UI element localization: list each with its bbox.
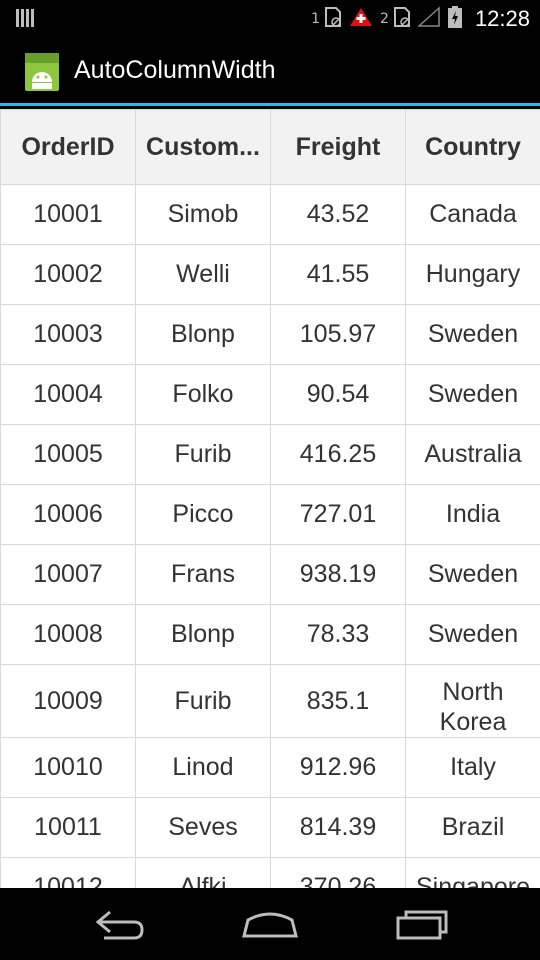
cell-customer[interactable]: Alfki	[135, 857, 271, 888]
cell-freight[interactable]: 416.25	[270, 424, 406, 485]
status-time: 12:28	[474, 6, 530, 31]
cell-country[interactable]: Sweden	[405, 304, 540, 365]
cell-customer[interactable]: Blonp	[135, 304, 271, 365]
table-row[interactable]: 10002 Welli 41.55 Hungary	[0, 244, 540, 305]
cell-country[interactable]: North Korea	[405, 664, 540, 738]
cell-orderid[interactable]: 10012	[0, 857, 136, 888]
navigation-bar	[0, 888, 540, 960]
battery-icon	[447, 5, 463, 33]
cell-orderid[interactable]: 10009	[0, 664, 136, 738]
cell-orderid[interactable]: 10010	[0, 737, 136, 798]
cell-customer[interactable]: Linod	[135, 737, 271, 798]
table-row[interactable]: 10011 Seves 814.39 Brazil	[0, 797, 540, 858]
data-grid[interactable]: OrderID Custom... Freight Country 10001 …	[0, 109, 540, 888]
cell-freight[interactable]: 41.55	[270, 244, 406, 305]
column-header-customer[interactable]: Custom...	[135, 109, 271, 185]
cell-country[interactable]: Sweden	[405, 544, 540, 605]
sim2-signal-icon	[393, 6, 411, 32]
sim2-label: 2	[380, 11, 389, 27]
cell-country[interactable]: Brazil	[405, 797, 540, 858]
table-row[interactable]: 10001 Simob 43.52 Canada	[0, 184, 540, 245]
column-header-freight[interactable]: Freight	[270, 109, 406, 185]
cell-customer[interactable]: Furib	[135, 664, 271, 738]
table-row[interactable]: 10005 Furib 416.25 Australia	[0, 424, 540, 485]
cell-customer[interactable]: Simob	[135, 184, 271, 245]
app-title: AutoColumnWidth	[74, 56, 276, 84]
cell-freight[interactable]: 727.01	[270, 484, 406, 545]
header-row: OrderID Custom... Freight Country	[0, 109, 540, 185]
sim1-label: 1	[311, 11, 321, 27]
android-app-icon[interactable]	[24, 52, 60, 92]
cell-customer[interactable]: Furib	[135, 424, 271, 485]
cell-freight[interactable]: 938.19	[270, 544, 406, 605]
cell-freight[interactable]: 90.54	[270, 364, 406, 425]
cell-freight[interactable]: 105.97	[270, 304, 406, 365]
cell-country[interactable]: India	[405, 484, 540, 545]
table-row[interactable]: 10006 Picco 727.01 India	[0, 484, 540, 545]
recents-icon[interactable]	[392, 904, 452, 944]
cell-orderid[interactable]: 10004	[0, 364, 136, 425]
table-row[interactable]: 10004 Folko 90.54 Sweden	[0, 364, 540, 425]
cell-customer[interactable]: Seves	[135, 797, 271, 858]
cell-customer[interactable]: Blonp	[135, 604, 271, 665]
cell-freight[interactable]: 835.1	[270, 664, 406, 738]
cell-customer[interactable]: Picco	[135, 484, 271, 545]
table-row[interactable]: 10003 Blonp 105.97 Sweden	[0, 304, 540, 365]
cell-orderid[interactable]: 10008	[0, 604, 136, 665]
cell-country[interactable]: Italy	[405, 737, 540, 798]
cell-customer[interactable]: Folko	[135, 364, 271, 425]
cell-signal-icon	[416, 6, 441, 32]
cell-freight[interactable]: 370.26	[270, 857, 406, 888]
cell-customer[interactable]: Welli	[135, 244, 271, 305]
cell-freight[interactable]: 43.52	[270, 184, 406, 245]
table-row[interactable]: 10009 Furib 835.1 North Korea	[0, 664, 540, 738]
cell-orderid[interactable]: 10005	[0, 424, 136, 485]
table-row[interactable]: 10010 Linod 912.96 Italy	[0, 737, 540, 798]
sim1-signal-icon	[324, 6, 342, 32]
cell-country[interactable]: Hungary	[405, 244, 540, 305]
cell-orderid[interactable]: 10011	[0, 797, 136, 858]
cell-orderid[interactable]: 10007	[0, 544, 136, 605]
cell-orderid[interactable]: 10006	[0, 484, 136, 545]
cell-orderid[interactable]: 10002	[0, 244, 136, 305]
cell-freight[interactable]: 912.96	[270, 737, 406, 798]
cell-country[interactable]: Sweden	[405, 364, 540, 425]
column-header-orderid[interactable]: OrderID	[0, 109, 136, 185]
notification-icon	[14, 8, 38, 28]
action-bar: AutoColumnWidth	[0, 38, 540, 106]
cell-freight[interactable]: 78.33	[270, 604, 406, 665]
alert-icon	[348, 6, 374, 32]
cell-country[interactable]: Australia	[405, 424, 540, 485]
cell-country[interactable]: Canada	[405, 184, 540, 245]
cell-orderid[interactable]: 10003	[0, 304, 136, 365]
table-row[interactable]: 10008 Blonp 78.33 Sweden	[0, 604, 540, 665]
cell-country[interactable]: Singapore	[405, 857, 540, 888]
table-row[interactable]: 10007 Frans 938.19 Sweden	[0, 544, 540, 605]
orders-table: OrderID Custom... Freight Country 10001 …	[0, 109, 540, 888]
column-header-country[interactable]: Country	[405, 109, 540, 185]
cell-freight[interactable]: 814.39	[270, 797, 406, 858]
home-icon[interactable]	[240, 904, 300, 944]
table-row[interactable]: 10012 Alfki 370.26 Singapore	[0, 857, 540, 888]
cell-orderid[interactable]: 10001	[0, 184, 136, 245]
back-icon[interactable]	[90, 904, 150, 944]
cell-country[interactable]: Sweden	[405, 604, 540, 665]
cell-customer[interactable]: Frans	[135, 544, 271, 605]
status-bar: 1 2	[0, 0, 540, 38]
